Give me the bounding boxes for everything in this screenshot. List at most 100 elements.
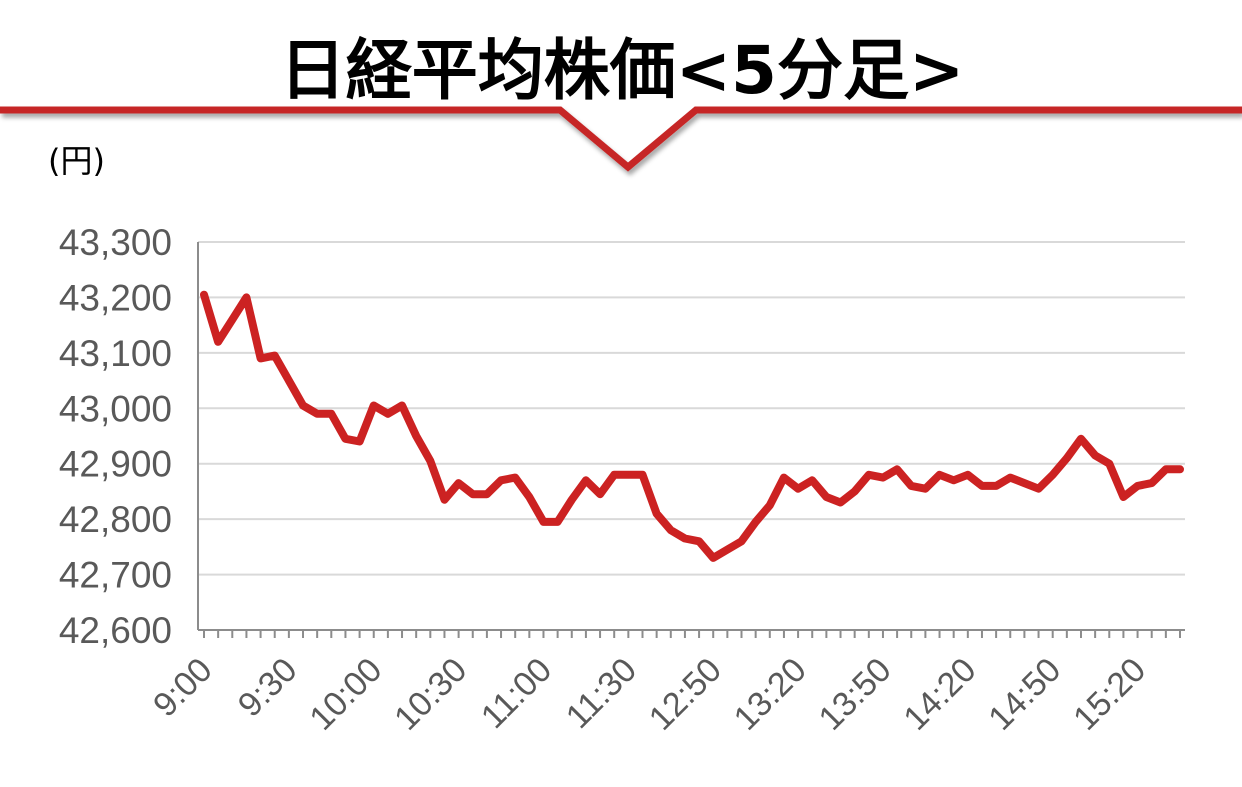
data-point: [288, 380, 290, 382]
x-tick-label: 11:30: [559, 651, 644, 736]
x-tick-label: 9:00: [146, 651, 220, 725]
data-point: [203, 294, 205, 296]
x-tick-label: 10:00: [302, 651, 389, 738]
data-point: [1165, 468, 1167, 470]
data-point: [1108, 463, 1110, 465]
y-tick-label: 42,800: [59, 499, 172, 540]
data-point: [1094, 454, 1096, 456]
x-tick-label: 13:50: [812, 651, 899, 738]
data-point: [741, 540, 742, 542]
data-point: [698, 540, 700, 542]
data-point: [868, 474, 870, 476]
data-point: [910, 485, 912, 487]
data-point: [373, 405, 375, 406]
data-point: [1080, 438, 1082, 440]
data-point: [344, 438, 346, 440]
data-point: [557, 521, 559, 523]
data-point: [599, 493, 601, 495]
data-point: [472, 493, 474, 495]
data-point: [1052, 474, 1054, 476]
data-point: [684, 538, 686, 539]
data-point: [528, 496, 530, 498]
data-point: [1137, 485, 1139, 487]
data-point: [486, 493, 488, 495]
x-tick-label: 15:20: [1066, 651, 1153, 738]
axes: [197, 242, 1185, 631]
y-tick-label: 42,700: [59, 555, 172, 596]
data-point: [245, 296, 247, 298]
x-tick-label: 13:20: [727, 651, 814, 738]
data-point: [444, 499, 445, 501]
data-point: [981, 485, 983, 487]
data-point: [882, 477, 884, 479]
data-point: [995, 485, 997, 487]
data-point: [302, 405, 304, 406]
data-point: [854, 490, 856, 492]
x-tick-label: 14:50: [981, 651, 1068, 738]
data-point: [359, 441, 361, 442]
data-point: [543, 521, 544, 523]
data-point: [924, 488, 926, 490]
data-point: [656, 513, 658, 515]
data-point: [1009, 477, 1011, 479]
y-tick-label: 43,000: [59, 388, 172, 429]
title-banner-line: [0, 106, 1242, 172]
data-point: [1066, 457, 1068, 459]
data-point: [1122, 496, 1124, 498]
series-line-group: [200, 290, 1184, 562]
data-point: [840, 502, 841, 503]
data-point: [726, 549, 728, 551]
data-point: [755, 521, 757, 523]
data-point: [627, 474, 629, 476]
y-axis-unit-label: (円): [48, 142, 105, 180]
x-tick-label: 11:00: [474, 651, 559, 736]
y-tick-label: 42,600: [59, 610, 172, 651]
data-point: [274, 355, 276, 357]
data-point: [514, 477, 516, 479]
data-point: [1151, 482, 1153, 484]
y-tick-label: 42,900: [59, 444, 172, 485]
series-line: [200, 290, 1184, 562]
data-point: [571, 499, 573, 501]
data-point: [797, 488, 799, 490]
data-point: [825, 496, 827, 498]
data-point: [415, 435, 417, 437]
data-point: [811, 479, 813, 481]
x-tick-label: 9:30: [231, 651, 305, 725]
data-point: [330, 413, 332, 415]
x-tick-label: 14:20: [896, 651, 983, 738]
data-point: [217, 341, 219, 343]
data-point: [939, 474, 940, 476]
data-point: [613, 474, 615, 476]
data-point: [231, 319, 233, 321]
data-point: [1023, 482, 1025, 484]
data-point: [670, 529, 672, 531]
x-tick-label: 10:30: [387, 651, 474, 738]
data-point: [387, 413, 389, 415]
gridlines: [198, 241, 1185, 576]
data-point: [712, 557, 714, 559]
data-point: [1179, 468, 1181, 470]
data-point: [260, 357, 262, 359]
y-tick-label: 43,100: [59, 333, 172, 374]
y-axis-ticks: 43,300 43,200 43,100 43,000 42,900 42,800 42,7…: [59, 222, 172, 651]
data-point: [500, 479, 502, 481]
data-point: [953, 479, 955, 481]
data-point: [896, 468, 898, 470]
data-point: [783, 477, 785, 479]
x-tick-label: 12:50: [642, 651, 729, 738]
data-point: [1038, 488, 1040, 490]
data-point: [316, 413, 318, 415]
data-point: [458, 482, 460, 484]
data-point: [401, 405, 403, 406]
y-tick-label: 43,200: [59, 277, 172, 318]
y-tick-label: 43,300: [59, 222, 172, 263]
data-point: [585, 479, 587, 481]
chart-title: 日経平均株価<5分足>: [280, 32, 965, 109]
data-point: [967, 474, 969, 476]
data-point: [642, 474, 643, 476]
data-point: [429, 460, 431, 462]
data-point: [769, 504, 771, 506]
